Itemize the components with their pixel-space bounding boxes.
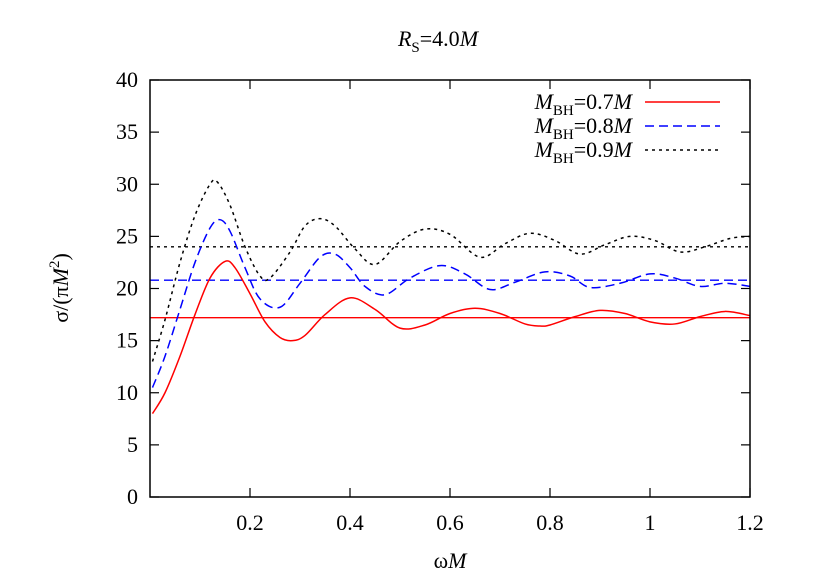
- x-tick-label: 0.2: [236, 510, 264, 535]
- y-tick-label: 30: [116, 171, 138, 196]
- chart-title: RS=4.0M: [397, 26, 480, 56]
- y-tick-label: 10: [116, 380, 138, 405]
- y-tick-label: 20: [116, 276, 138, 301]
- y-tick-label: 35: [116, 119, 138, 144]
- y-tick-label: 25: [116, 223, 138, 248]
- series-line: [151, 179, 750, 362]
- legend-label: MBH=0.8M: [534, 113, 634, 143]
- plot-frame: [149, 79, 751, 498]
- x-tick-label: 1: [645, 510, 656, 535]
- series-line: [151, 260, 750, 414]
- x-axis-label: ωM: [434, 548, 468, 573]
- y-tick-label: 0: [127, 484, 138, 509]
- series-curves: [151, 179, 750, 414]
- x-tick-label: 0.8: [536, 510, 564, 535]
- y-tick-label: 5: [127, 432, 138, 457]
- x-tick-label: 1.2: [736, 510, 764, 535]
- axis-tick-labels: 0 5 10 15 20 25 30 35 40 0.2 0.4 0.6 0.8 1 1.2: [116, 67, 764, 535]
- legend-label: MBH=0.7M: [534, 89, 634, 119]
- x-tick-label: 0.6: [436, 510, 464, 535]
- y-tick-label: 15: [116, 328, 138, 353]
- y-axis-label: σ/(πM2): [47, 253, 73, 323]
- x-tick-label: 0.4: [336, 510, 364, 535]
- axis-ticks: [150, 79, 751, 498]
- legend-label: MBH=0.9M: [534, 137, 634, 167]
- y-tick-label: 40: [116, 67, 138, 92]
- series-line: [151, 218, 750, 388]
